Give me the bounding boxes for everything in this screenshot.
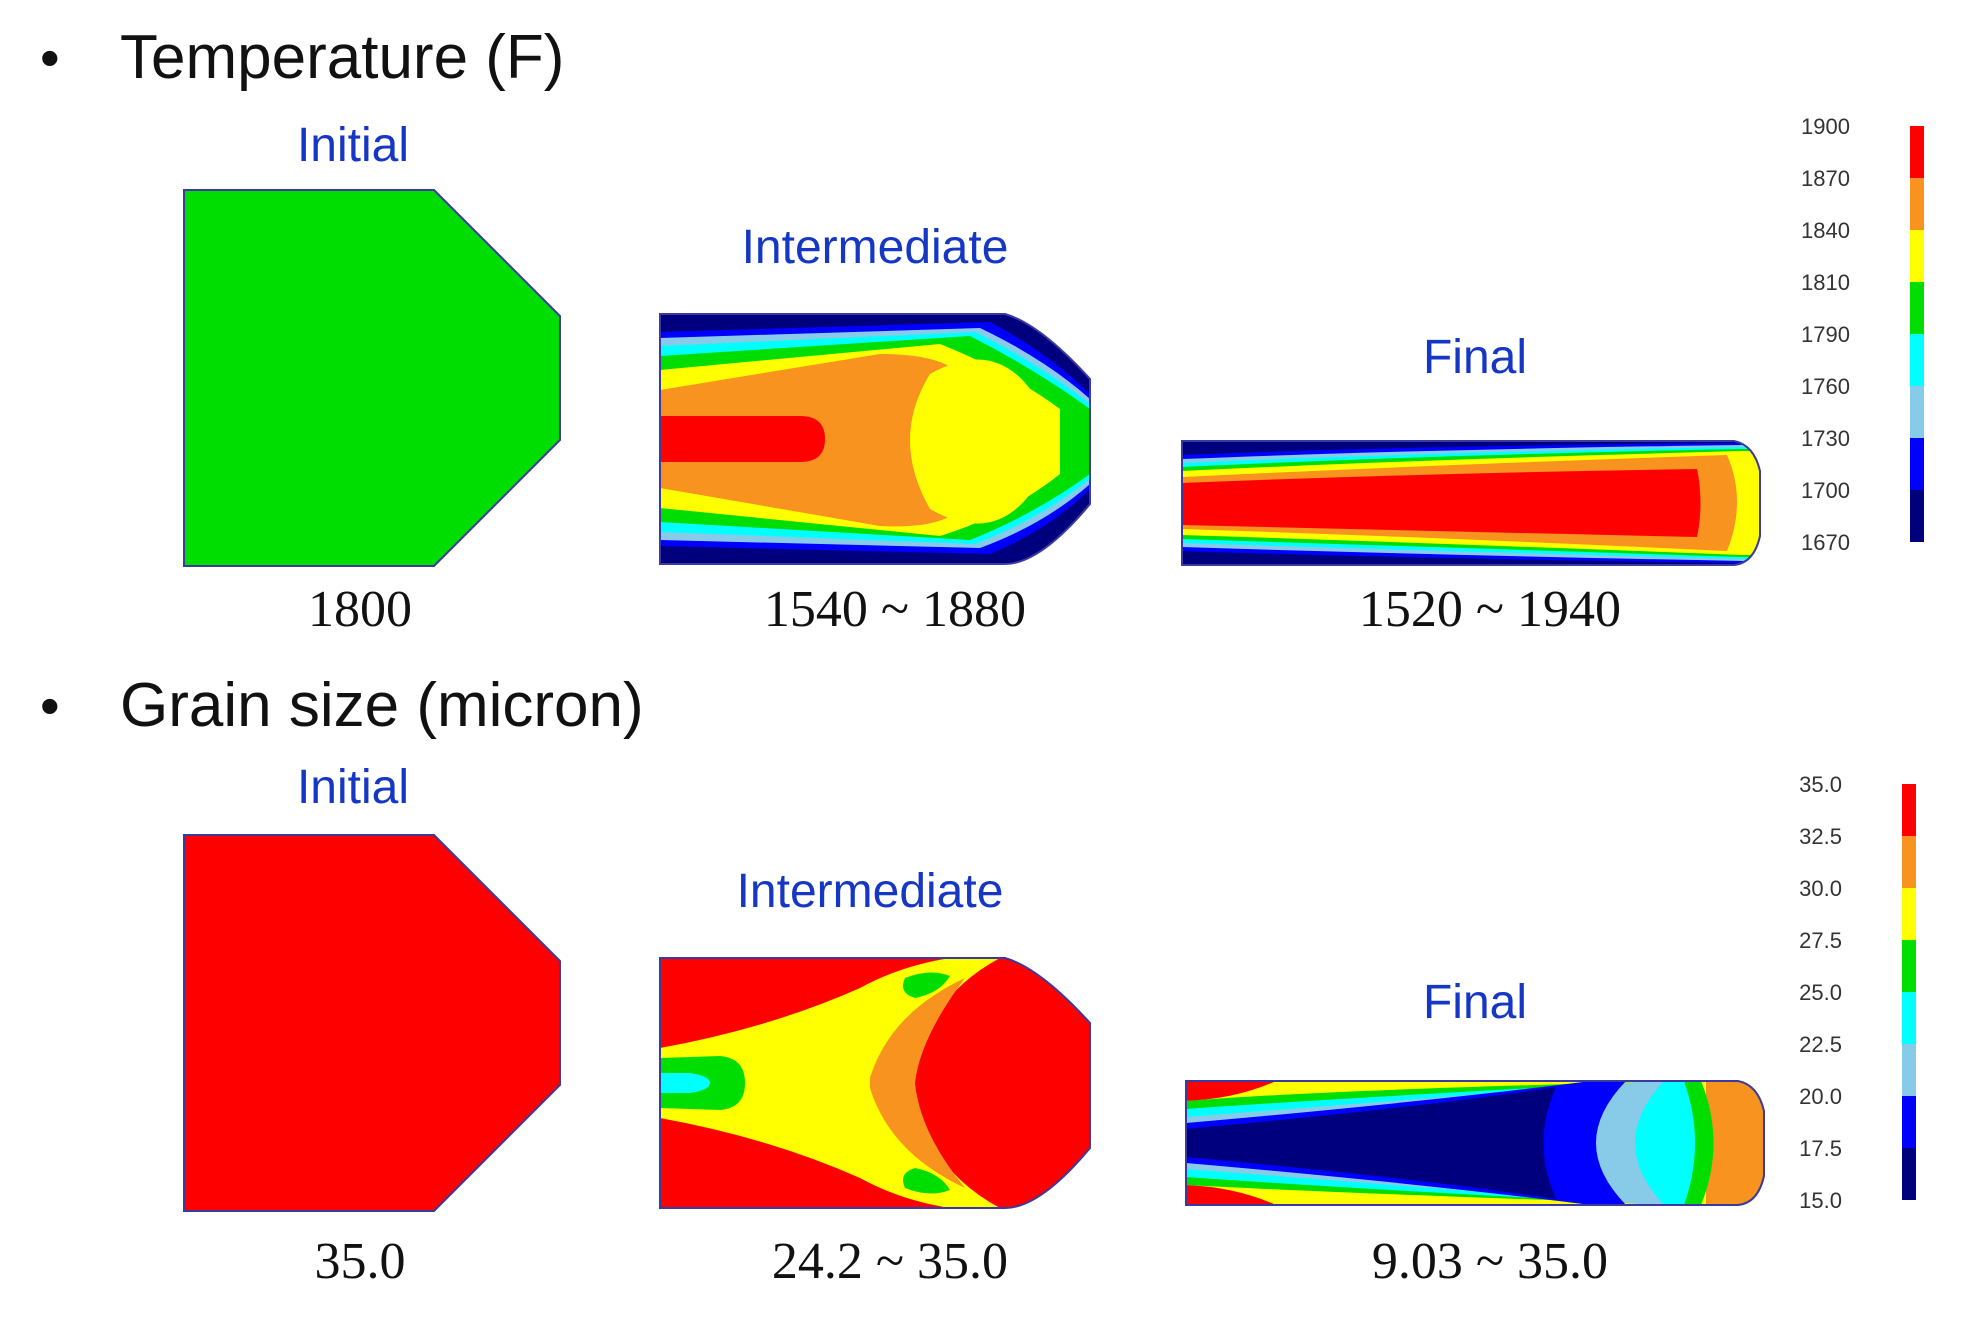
temp-final-label: Final	[1422, 331, 1528, 384]
temperature-colorbar-segment	[1910, 230, 1924, 282]
temp-initial-range: 1800	[308, 581, 412, 638]
temperature-legend-value: 1810	[1801, 270, 1850, 295]
temperature-legend-value: 1700	[1801, 478, 1850, 503]
temperature-legend-value: 1900	[1801, 114, 1850, 139]
grain-legend-value: 25.0	[1799, 980, 1842, 1005]
grain-legend-value: 32.5	[1799, 824, 1842, 849]
grain-legend-value: 17.5	[1799, 1136, 1842, 1161]
temperature-legend-value: 1730	[1801, 426, 1850, 451]
grain-colorbar-segment	[1902, 1148, 1916, 1200]
grain-final-contour	[1185, 1080, 1765, 1206]
temperature-colorbar-segment	[1910, 438, 1924, 490]
temperature-legend: 1900 1870 1840 1810 1790 1760 1730 1700 1670	[1760, 110, 1950, 560]
grain-colorbar-segment	[1902, 888, 1916, 940]
temperature-colorbar-segment	[1910, 126, 1924, 178]
grain-colorbar-segment	[1902, 1044, 1916, 1096]
grain-colorbar	[1902, 784, 1916, 1200]
temp-initial-label: Initial	[296, 119, 410, 172]
grain-legend-value: 35.0	[1799, 772, 1842, 797]
temperature-colorbar-segment	[1910, 490, 1924, 542]
grain-colorbar-segment	[1902, 992, 1916, 1044]
temp-initial-contour	[183, 189, 561, 567]
grain-legend-value: 15.0	[1799, 1188, 1842, 1213]
temperature-heading: • Temperature (F)	[40, 22, 564, 93]
grain-initial-contour	[183, 834, 561, 1212]
grain-intermediate-range: 24.2 ~ 35.0	[771, 1233, 1009, 1290]
grain-intermediate-label: Intermediate	[736, 865, 1004, 918]
grain-legend-value: 30.0	[1799, 876, 1842, 901]
temperature-title: Temperature (F)	[120, 23, 565, 92]
temperature-colorbar-segment	[1910, 334, 1924, 386]
temperature-colorbar-segment	[1910, 178, 1924, 230]
grain-colorbar-segment	[1902, 1096, 1916, 1148]
grain-intermediate-contour	[659, 957, 1091, 1209]
grain-legend-value: 22.5	[1799, 1032, 1842, 1057]
grain-colorbar-segment	[1902, 784, 1916, 836]
temperature-legend-value: 1870	[1801, 166, 1850, 191]
temp-final-contour	[1181, 440, 1761, 566]
grain-legend-value: 20.0	[1799, 1084, 1842, 1109]
temp-final-range: 1520 ~ 1940	[1358, 581, 1622, 638]
grain-heading: • Grain size (micron)	[40, 670, 644, 741]
temp-intermediate-contour	[659, 313, 1091, 565]
temperature-legend-value: 1790	[1801, 322, 1850, 347]
grain-final-label: Final	[1422, 976, 1528, 1029]
temp-intermediate-range: 1540 ~ 1880	[763, 581, 1027, 638]
grain-legend: 35.0 32.5 30.0 27.5 25.0 22.5 20.0 17.5 15.0	[1752, 768, 1942, 1218]
grain-final-range: 9.03 ~ 35.0	[1371, 1233, 1609, 1290]
grain-colorbar-segment	[1902, 836, 1916, 888]
temp-intermediate-label: Intermediate	[741, 221, 1009, 274]
bullet-icon: •	[40, 673, 60, 737]
temperature-legend-value: 1840	[1801, 218, 1850, 243]
temperature-legend-value: 1760	[1801, 374, 1850, 399]
temperature-colorbar	[1910, 126, 1924, 542]
bullet-icon: •	[40, 25, 60, 89]
grain-initial-label: Initial	[296, 761, 410, 814]
temperature-colorbar-segment	[1910, 282, 1924, 334]
temperature-legend-value: 1670	[1801, 530, 1850, 555]
temperature-colorbar-segment	[1910, 386, 1924, 438]
grain-initial-range: 35.0	[314, 1233, 406, 1290]
grain-title: Grain size (micron)	[120, 671, 644, 740]
grain-colorbar-segment	[1902, 940, 1916, 992]
grain-legend-value: 27.5	[1799, 928, 1842, 953]
